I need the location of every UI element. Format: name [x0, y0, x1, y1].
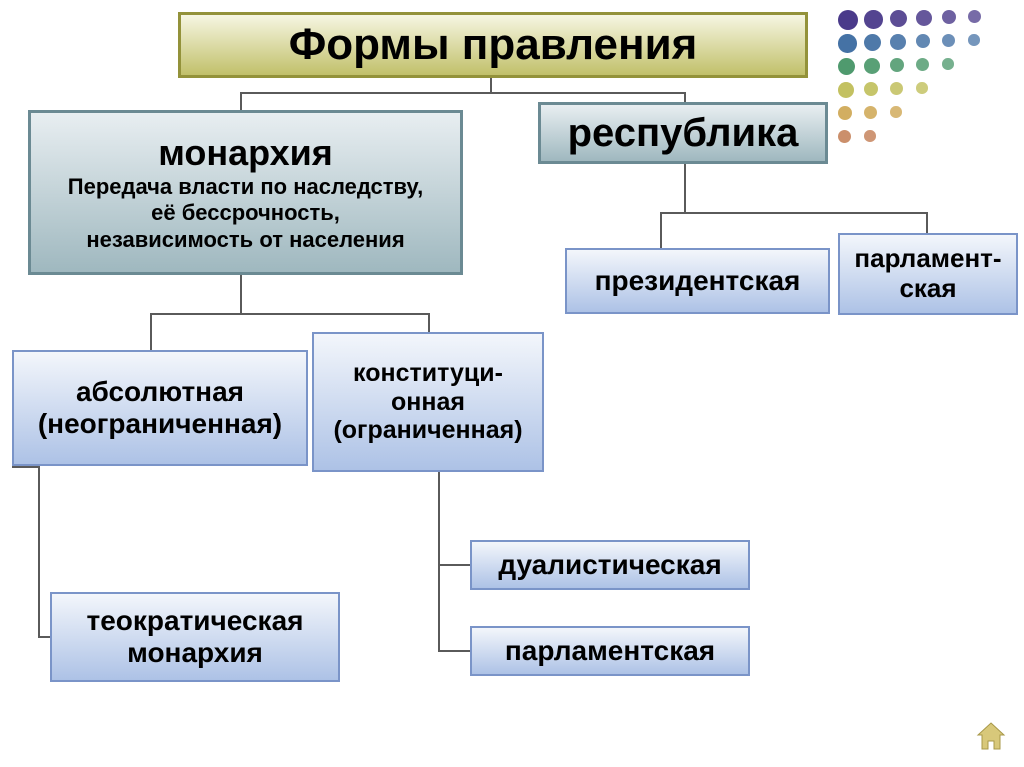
node-theocratic: теократическая монархия: [50, 592, 340, 682]
node-root-title: Формы правления: [289, 20, 698, 70]
node-dualistic: дуалистическая: [470, 540, 750, 590]
node-parliamentary-republic: парламент- ская: [838, 233, 1018, 315]
home-icon[interactable]: [972, 717, 1010, 755]
node-republic: республика: [538, 102, 828, 164]
node-parliamentary-monarchy-title: парламентская: [505, 635, 715, 667]
node-theocratic-title: теократическая монархия: [87, 605, 304, 669]
node-absolute: абсолютная (неограниченная): [12, 350, 308, 466]
node-constitutional-title: конституци- онная (ограниченная): [333, 359, 522, 445]
node-presidential-title: президентская: [595, 265, 801, 297]
node-monarchy-subtitle: Передача власти по наследству, её бессро…: [68, 174, 423, 253]
node-parliamentary-monarchy: парламентская: [470, 626, 750, 676]
node-presidential: президентская: [565, 248, 830, 314]
node-absolute-title: абсолютная (неограниченная): [38, 376, 282, 440]
node-republic-title: республика: [568, 111, 799, 156]
node-dualistic-title: дуалистическая: [498, 549, 721, 581]
node-root: Формы правления: [178, 12, 808, 78]
node-parliamentary-republic-title: парламент- ская: [854, 244, 1001, 304]
node-monarchy-title: монархия: [158, 132, 333, 174]
node-constitutional: конституци- онная (ограниченная): [312, 332, 544, 472]
node-monarchy: монархия Передача власти по наследству, …: [28, 110, 463, 275]
